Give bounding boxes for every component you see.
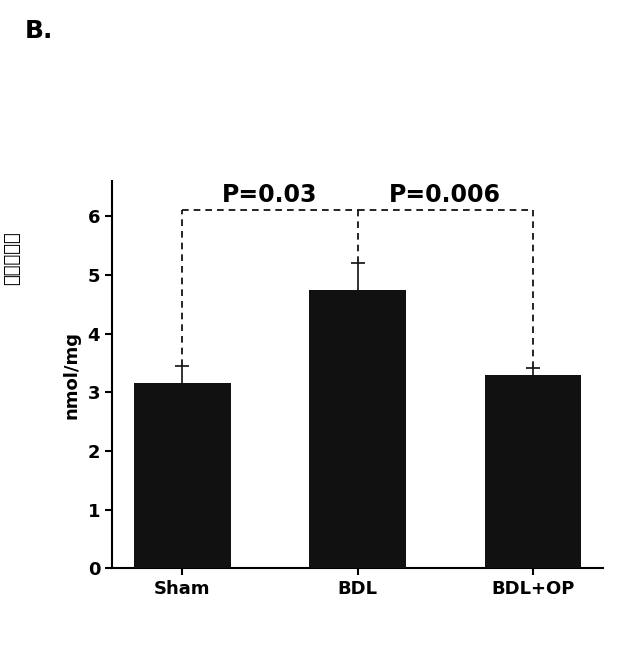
Text: B.: B. [25, 19, 53, 43]
Bar [310, 289, 406, 568]
Bar [134, 384, 231, 568]
Text: P=0.03: P=0.03 [222, 183, 318, 207]
Bar [485, 375, 581, 568]
Y-axis label: nmol/mg: nmol/mg [63, 331, 81, 419]
Text: P=0.006: P=0.006 [389, 183, 501, 207]
Text: タンパク質: タンパク質 [4, 231, 21, 286]
